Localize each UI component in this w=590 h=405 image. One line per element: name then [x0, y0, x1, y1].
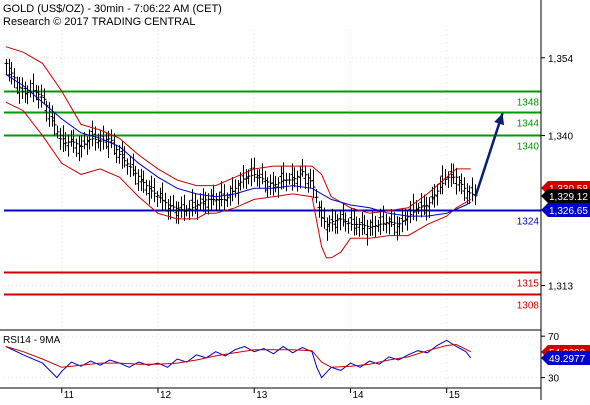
level-label: 1340	[517, 142, 540, 153]
date-tick-label: 13	[256, 390, 268, 400]
price-badge-box	[541, 203, 590, 217]
level-label: 1324	[517, 217, 540, 228]
price-tick-label: 1,313	[548, 282, 573, 293]
moving-average-line	[5, 73, 471, 217]
bollinger-lower-line	[5, 101, 471, 259]
price-tick-label: 1,340	[548, 132, 573, 143]
price-badge-box	[541, 351, 590, 365]
date-tick-label: 11	[64, 390, 75, 400]
date-tick-label: 15	[449, 390, 461, 400]
price-tick-label: 1,354	[548, 54, 573, 65]
date-tick-label: 12	[160, 390, 172, 400]
date-tick-label: 14	[352, 390, 364, 400]
price-badge-label: 1,326.65	[549, 206, 588, 217]
projection-arrow-shaft	[474, 112, 504, 197]
projection-arrow-head	[494, 113, 505, 126]
rsi-title: RSI14 - 9MA	[3, 335, 61, 346]
price-badge-label: 1,329.12	[549, 192, 588, 203]
bollinger-upper-line	[5, 46, 471, 214]
level-label: 1344	[517, 119, 540, 130]
level-label: 1348	[517, 98, 540, 109]
rsi-line	[5, 339, 472, 379]
price-badge-box	[541, 189, 590, 203]
chart-title: GOLD (US$/OZ) - 30min - 7:06:22 AM (CET)	[3, 3, 222, 15]
price-badge-label: 49.2977	[549, 354, 586, 365]
rsi-tick-label: 30	[548, 374, 560, 385]
ma9-line	[5, 343, 471, 368]
chart-subtitle: Research © 2017 TRADING CENTRAL	[3, 16, 196, 28]
level-label: 1315	[517, 279, 540, 290]
rsi-tick-label: 70	[548, 332, 560, 343]
level-label: 1308	[517, 301, 540, 312]
